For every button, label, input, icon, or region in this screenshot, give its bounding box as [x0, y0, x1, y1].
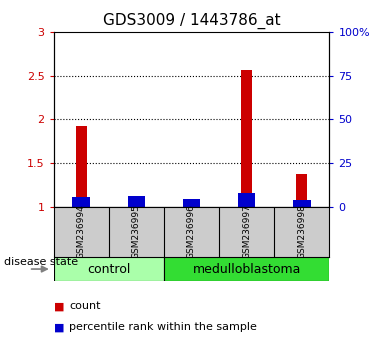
Bar	[238, 193, 255, 207]
Text: ■: ■	[54, 322, 64, 332]
Bar	[164, 257, 329, 281]
Text: GSM236995: GSM236995	[132, 204, 141, 259]
Bar	[183, 199, 200, 207]
Text: count: count	[69, 301, 100, 311]
Text: ■: ■	[54, 301, 64, 311]
Text: control: control	[87, 263, 131, 275]
Text: medulloblastoma: medulloblastoma	[193, 263, 301, 275]
Bar	[76, 126, 87, 207]
Text: disease state: disease state	[4, 257, 78, 267]
Bar	[296, 174, 307, 207]
Bar	[241, 69, 252, 207]
Text: GSM236994: GSM236994	[77, 205, 86, 259]
Text: GSM236997: GSM236997	[242, 204, 251, 259]
Bar	[293, 200, 311, 207]
Bar	[128, 196, 145, 207]
Bar	[72, 198, 90, 207]
Title: GDS3009 / 1443786_at: GDS3009 / 1443786_at	[103, 13, 280, 29]
Text: percentile rank within the sample: percentile rank within the sample	[69, 322, 257, 332]
Bar	[54, 257, 164, 281]
Text: GSM236998: GSM236998	[297, 204, 306, 259]
Text: GSM236996: GSM236996	[187, 204, 196, 259]
